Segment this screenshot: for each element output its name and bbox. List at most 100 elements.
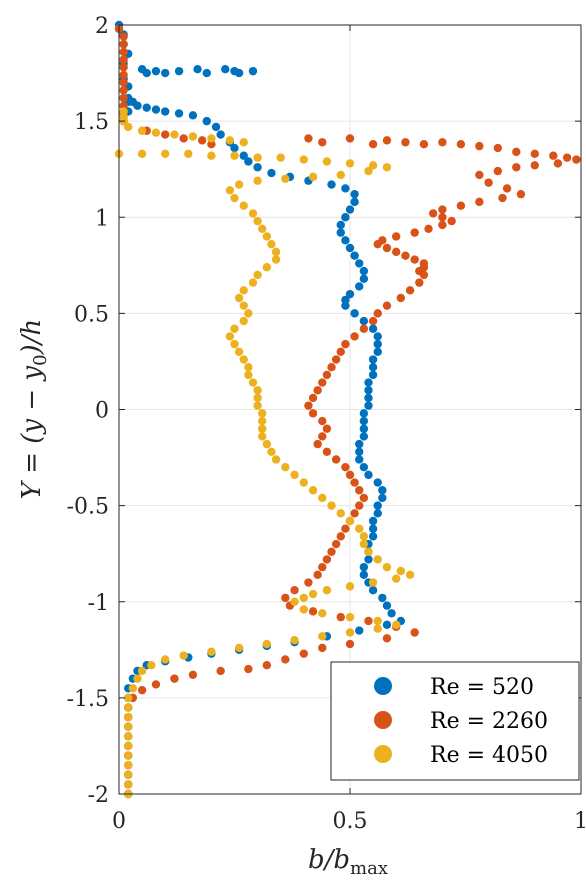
data-point <box>119 70 128 80</box>
data-point <box>401 251 410 260</box>
legend: Re = 520 Re = 2260 Re = 4050 <box>330 661 580 781</box>
data-point <box>498 193 507 203</box>
data-point <box>318 138 327 147</box>
data-point <box>410 628 419 637</box>
data-point <box>373 555 382 564</box>
data-point <box>359 266 369 276</box>
data-point <box>345 639 355 649</box>
legend-marker <box>374 711 392 729</box>
data-point <box>428 209 438 218</box>
data-point <box>230 143 239 153</box>
data-points <box>114 20 581 799</box>
data-point <box>253 216 262 226</box>
data-point <box>253 386 262 395</box>
data-point <box>248 278 258 287</box>
data-point <box>225 332 235 341</box>
data-point <box>405 286 415 295</box>
data-point <box>179 651 188 660</box>
data-point <box>119 47 128 57</box>
data-point <box>392 620 401 630</box>
data-point <box>161 107 170 116</box>
data-point <box>267 239 276 249</box>
data-point <box>378 493 387 503</box>
data-point <box>392 232 401 241</box>
data-point <box>396 293 406 303</box>
data-point <box>170 674 179 683</box>
data-point <box>322 370 332 380</box>
data-point <box>239 201 248 210</box>
data-point <box>355 501 364 510</box>
data-point <box>124 780 133 789</box>
data-point <box>207 139 216 149</box>
data-point <box>341 524 350 533</box>
data-point <box>336 532 345 541</box>
data-point <box>419 270 429 280</box>
data-point <box>364 386 373 395</box>
data-point <box>262 232 272 241</box>
data-point <box>137 149 147 159</box>
data-point <box>562 153 572 162</box>
data-point <box>304 134 313 143</box>
data-point <box>119 101 128 110</box>
data-point <box>355 447 364 456</box>
data-point <box>170 130 179 139</box>
data-point <box>350 509 359 518</box>
data-point <box>308 393 318 403</box>
data-point <box>174 66 184 76</box>
data-point <box>378 593 387 603</box>
data-point <box>128 684 138 693</box>
data-point <box>530 161 539 170</box>
data-point <box>322 447 332 456</box>
data-point <box>225 136 235 145</box>
data-point <box>327 501 336 510</box>
data-point <box>133 674 142 683</box>
data-point <box>124 732 133 741</box>
data-point <box>262 639 272 649</box>
data-point <box>549 151 558 160</box>
data-point <box>359 539 369 549</box>
data-point <box>239 301 248 310</box>
data-point <box>299 649 308 658</box>
data-point <box>572 155 581 164</box>
data-point <box>248 378 258 387</box>
data-point <box>174 109 184 118</box>
data-point <box>373 309 382 318</box>
x-tick-label: 1 <box>574 809 586 834</box>
data-point <box>124 722 133 731</box>
data-point <box>151 128 161 137</box>
data-point <box>202 116 211 126</box>
y-tick-label: -1 <box>88 591 109 616</box>
data-point <box>239 355 248 364</box>
data-point <box>415 278 424 287</box>
legend-box <box>330 661 580 781</box>
data-point <box>322 157 332 166</box>
data-point <box>341 236 350 245</box>
data-point <box>216 130 225 139</box>
data-point <box>271 255 281 264</box>
data-point <box>234 180 244 189</box>
data-point <box>382 243 392 253</box>
data-point <box>345 134 355 143</box>
data-point <box>207 647 216 656</box>
legend-label: Re = 520 <box>430 675 534 700</box>
data-point <box>350 332 359 341</box>
data-point <box>313 439 322 449</box>
data-point <box>322 424 332 433</box>
data-point <box>271 455 281 464</box>
data-point <box>382 562 392 572</box>
data-point <box>124 693 133 703</box>
data-point <box>368 324 378 333</box>
data-point <box>345 516 355 526</box>
data-point <box>262 263 272 272</box>
data-point <box>234 643 244 653</box>
data-point <box>119 40 128 49</box>
data-point <box>234 293 244 303</box>
data-point <box>211 122 221 132</box>
data-point <box>493 166 503 176</box>
data-point <box>341 295 350 305</box>
data-point <box>253 153 262 162</box>
data-point <box>258 416 267 426</box>
data-point <box>239 316 248 326</box>
data-point <box>364 616 373 626</box>
data-point <box>345 205 355 214</box>
